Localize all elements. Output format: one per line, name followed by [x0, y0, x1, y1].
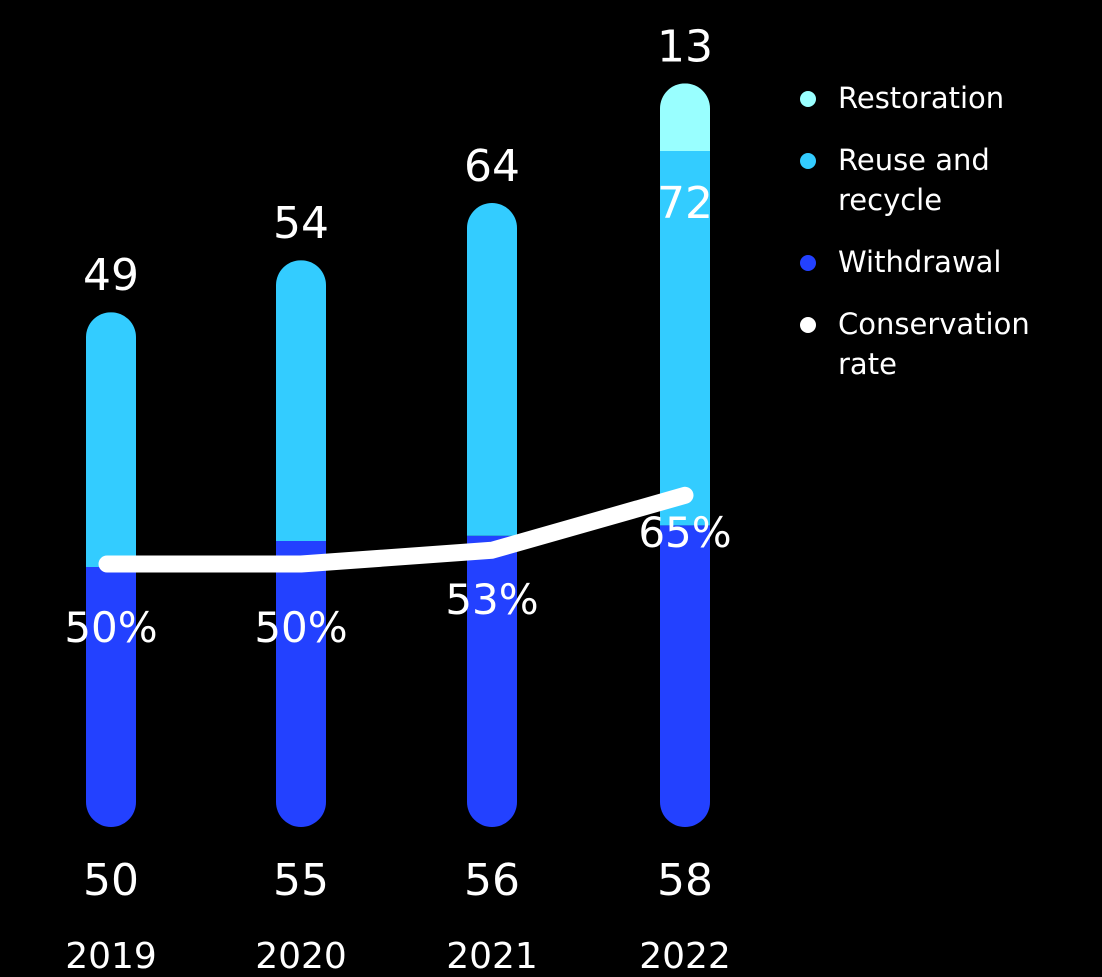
label-reuse-and-recycle-2020: 54 — [273, 198, 329, 249]
label-restoration-2022: 13 — [657, 21, 713, 72]
legend-item-reuse-and-recycle: Reuse and recycle — [800, 140, 1090, 220]
legend-item-withdrawal: Withdrawal — [800, 242, 1090, 282]
label-withdrawal-2019: 50 — [83, 855, 139, 906]
bar-reuse-and-recycle-2019 — [86, 312, 136, 567]
bar-reuse-and-recycle-2020 — [276, 260, 326, 541]
x-tick-2019: 2019 — [65, 936, 157, 977]
bar-withdrawal-2021 — [467, 535, 517, 827]
label-conservation-rate-2022: 65% — [638, 508, 731, 557]
label-reuse-and-recycle-2019: 49 — [83, 250, 139, 301]
legend-swatch-withdrawal — [800, 255, 816, 271]
x-tick-2021: 2021 — [446, 936, 538, 977]
bar-reuse-and-recycle-2021 — [467, 203, 517, 536]
label-conservation-rate-2020: 50% — [254, 603, 347, 652]
label-reuse-and-recycle-2021: 64 — [464, 141, 520, 192]
x-tick-2022: 2022 — [639, 936, 731, 977]
label-withdrawal-2021: 56 — [464, 855, 520, 906]
bar-reuse-and-recycle-2022 — [660, 151, 710, 526]
legend-label-conservation-rate: Conservation rate — [838, 307, 1030, 381]
legend-item-conservation-rate: Conservation rate — [800, 304, 1090, 384]
bar-withdrawal-2019 — [86, 567, 136, 827]
line-conservation-rate — [98, 486, 694, 573]
label-conservation-rate-2021: 53% — [445, 575, 538, 624]
legend-label-withdrawal: Withdrawal — [838, 245, 1002, 279]
x-tick-2020: 2020 — [255, 936, 347, 977]
label-withdrawal-2020: 55 — [273, 855, 329, 906]
bar-restoration-2022 — [660, 83, 710, 151]
legend-swatch-conservation-rate — [800, 317, 816, 333]
label-conservation-rate-2019: 50% — [64, 603, 157, 652]
chart-legend: Restoration Reuse and recycle Withdrawal… — [800, 78, 1090, 406]
label-withdrawal-2022: 58 — [657, 855, 713, 906]
legend-item-restoration: Restoration — [800, 78, 1090, 118]
bar-withdrawal-2022 — [660, 525, 710, 827]
label-reuse-and-recycle-2022: 72 — [657, 178, 713, 229]
legend-swatch-reuse-and-recycle — [800, 153, 816, 169]
legend-label-restoration: Restoration — [838, 81, 1005, 115]
legend-label-reuse-and-recycle: Reuse and recycle — [838, 143, 990, 217]
bar-withdrawal-2020 — [276, 541, 326, 827]
legend-swatch-restoration — [800, 91, 816, 107]
